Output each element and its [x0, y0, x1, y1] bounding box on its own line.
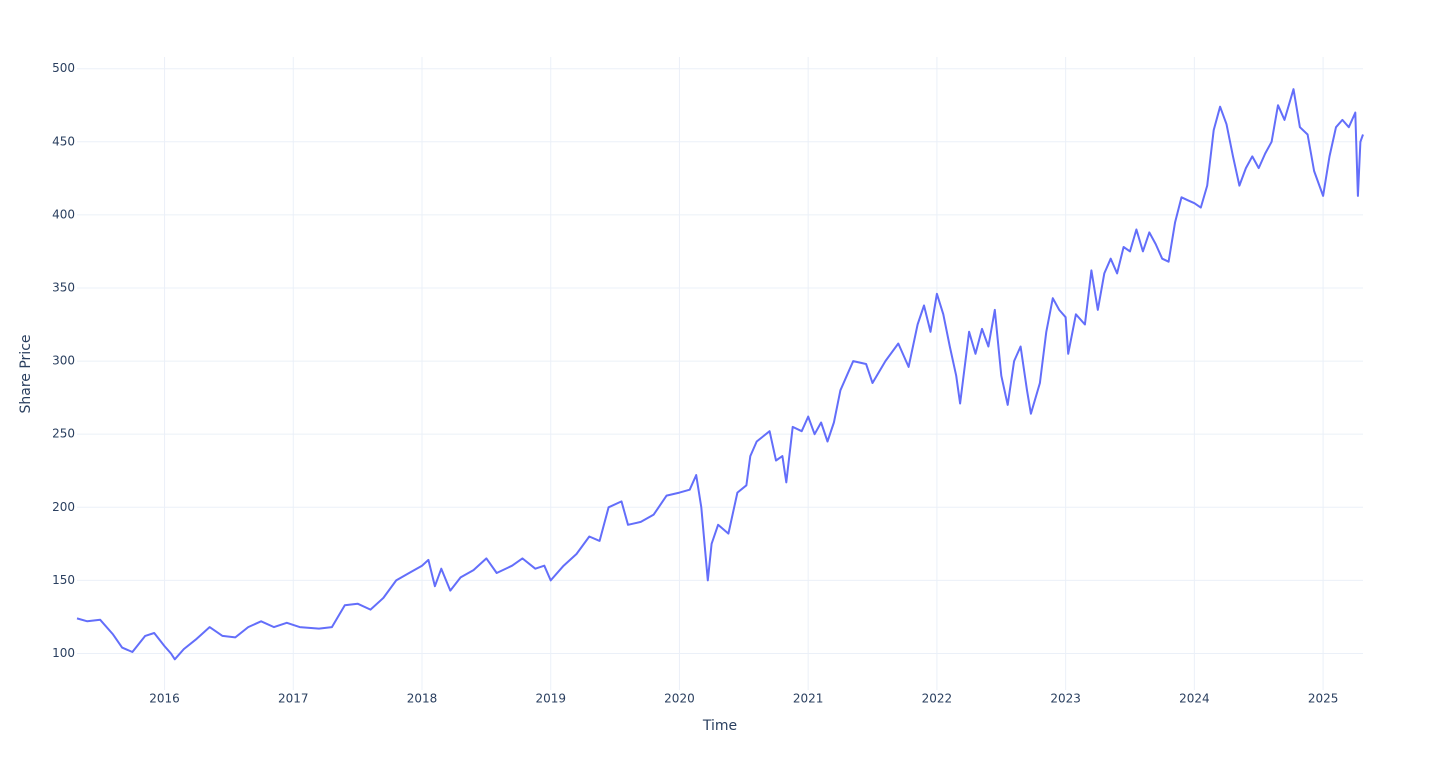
x-tick-label: 2021: [793, 692, 824, 706]
x-tick-label: 2018: [407, 692, 438, 706]
y-axis-title: Share Price: [18, 334, 34, 413]
y-tick-label: 500: [52, 61, 75, 75]
y-tick-label: 200: [52, 500, 75, 514]
y-tick-label: 450: [52, 134, 75, 148]
x-axis-title: Time: [702, 718, 737, 734]
y-tick-label: 300: [52, 354, 75, 368]
x-tick-label: 2023: [1050, 692, 1081, 706]
x-tick-label: 2020: [664, 692, 695, 706]
y-tick-label: 150: [52, 573, 75, 587]
x-tick-label: 2024: [1179, 692, 1210, 706]
x-tick-label: 2016: [149, 692, 180, 706]
y-tick-label: 400: [52, 207, 75, 221]
x-tick-label: 2017: [278, 692, 309, 706]
y-tick-label: 250: [52, 427, 75, 441]
x-tick-label: 2019: [535, 692, 566, 706]
x-tick-label: 2022: [922, 692, 953, 706]
x-tick-label: 2025: [1308, 692, 1339, 706]
y-tick-label: 100: [52, 646, 75, 660]
price-line: [76, 88, 1364, 661]
y-tick-label: 350: [52, 280, 75, 294]
